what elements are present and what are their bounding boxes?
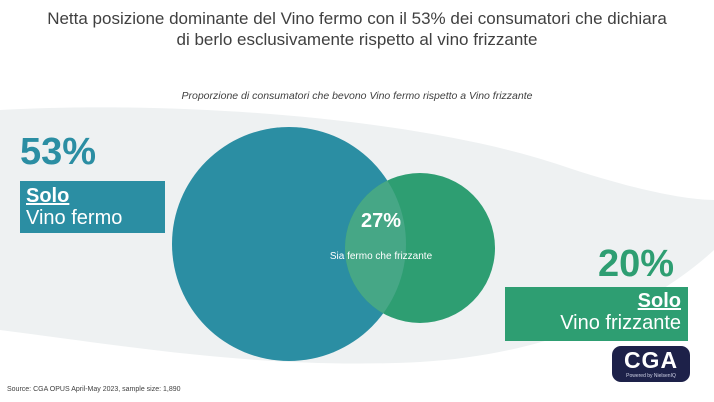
sparkling-wine-qualifier: Solo xyxy=(637,290,681,312)
overlap-percentage: 27% xyxy=(360,210,402,232)
chart-subtitle: Proporzione di consumatori che bevono Vi… xyxy=(181,90,533,102)
still-wine-qualifier: Solo xyxy=(26,185,70,207)
sparkling-wine-name: Vino frizzante xyxy=(560,312,681,334)
source-note: Source: CGA OPUS April-May 2023, sample … xyxy=(7,386,181,393)
logo-text: CGA xyxy=(623,347,679,373)
sparkling-wine-label-box: Solo Vino frizzante xyxy=(505,287,688,341)
sparkling-wine-percentage: 20% xyxy=(598,243,675,285)
still-wine-label-box: Solo Vino fermo xyxy=(20,181,165,233)
logo-tagline: Powered by NielsenIQ xyxy=(626,373,676,379)
circle-vino-fermo xyxy=(172,127,406,361)
cga-logo: CGA Powered by NielsenIQ xyxy=(612,346,690,382)
overlap-region xyxy=(345,173,406,323)
page-title: Netta posizione dominante del Vino fermo… xyxy=(47,9,667,49)
overlap-description: Sia fermo che frizzante xyxy=(329,251,433,262)
still-wine-percentage: 53% xyxy=(20,131,97,173)
still-wine-name: Vino fermo xyxy=(26,207,123,229)
